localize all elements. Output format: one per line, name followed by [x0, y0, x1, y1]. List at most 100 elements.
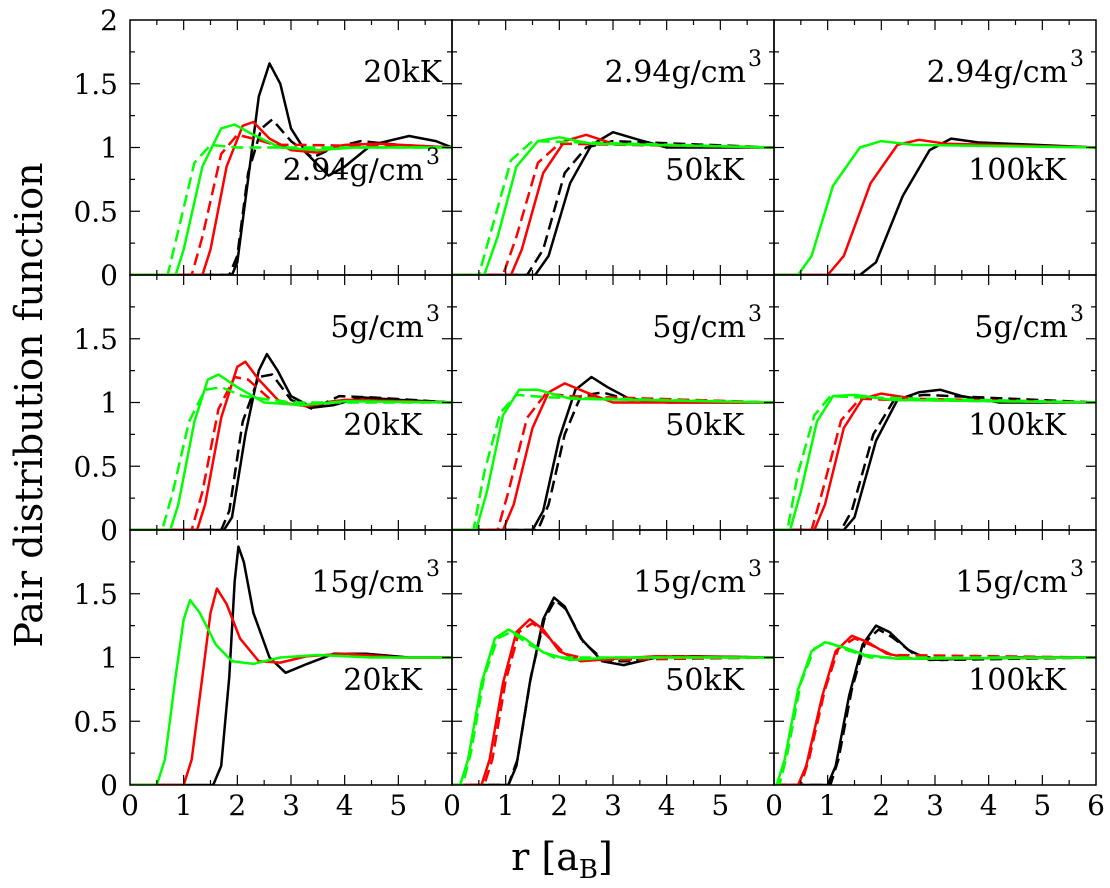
- series-black-dashed: [130, 118, 452, 275]
- x-tick-label: 2: [228, 789, 246, 822]
- temperature-label: 50kK: [665, 663, 744, 698]
- y-tick-label: 0.5: [73, 705, 118, 738]
- density-label: 2.94g/cm: [283, 153, 424, 188]
- y-tick-label: 2: [100, 4, 118, 37]
- series-red-solid: [130, 587, 452, 785]
- series-green-solid: [130, 598, 452, 785]
- series-green-dashed: [452, 139, 774, 275]
- series-black-dashed: [452, 598, 774, 785]
- y-tick-label: 1: [100, 387, 118, 420]
- density-label-sup: 3: [748, 47, 762, 72]
- x-tick-label: 1: [497, 789, 515, 822]
- density-label-main: 15g/cm: [633, 565, 746, 600]
- density-label-sup: 3: [1070, 557, 1084, 582]
- y-tick-label: 1.5: [73, 578, 118, 611]
- series-green-solid: [452, 136, 774, 275]
- panel-2-1-curves: [452, 596, 774, 785]
- x-tick-label: 6: [1087, 789, 1105, 822]
- x-tick-label: 0: [443, 789, 461, 822]
- series-green-solid: [452, 628, 774, 785]
- frames-layer: [129, 19, 1097, 786]
- density-label-main: 5g/cm: [974, 310, 1068, 345]
- x-tick-label: 0: [121, 789, 139, 822]
- x-tick-label: 3: [926, 789, 944, 822]
- series-red-dashed: [774, 637, 1096, 785]
- series-green-solid: [774, 393, 1096, 530]
- panel-0-0-curves: [130, 62, 452, 275]
- series-green-solid: [130, 123, 452, 275]
- temperature-label: 50kK: [665, 153, 744, 188]
- density-label: 5g/cm: [652, 310, 746, 345]
- panel-2-2-curves: [774, 624, 1096, 785]
- x-tick-label: 5: [711, 789, 729, 822]
- panel-0-1-curves: [452, 130, 774, 275]
- series-green-dashed: [774, 394, 1096, 530]
- series-black-solid: [130, 62, 452, 275]
- series-black-dashed: [774, 393, 1096, 530]
- y-tick-label: 1.5: [73, 68, 118, 101]
- series-green-dashed: [452, 630, 774, 785]
- temperature-label: 100kK: [968, 408, 1066, 443]
- y-tick-label: 0.5: [73, 450, 118, 483]
- x-tick-label: 5: [389, 789, 407, 822]
- y-tick-label: 1: [100, 642, 118, 675]
- series-green-solid: [130, 373, 452, 530]
- density-label-main: 15g/cm: [955, 565, 1068, 600]
- x-axis-label-sub: B: [579, 855, 598, 885]
- series-red-solid: [452, 618, 774, 785]
- x-tick-label: 4: [336, 789, 354, 822]
- density-label: 5g/cm: [330, 310, 424, 345]
- series-green-dashed: [130, 143, 452, 275]
- x-tick-label: 2: [550, 789, 568, 822]
- temperature-label: 20kK: [363, 55, 442, 90]
- x-tick-label: 4: [658, 789, 676, 822]
- series-red-dashed: [774, 397, 1096, 530]
- temperature-label: 100kK: [968, 153, 1066, 188]
- series-black-dashed: [452, 139, 774, 275]
- density-label-main: 2.94g/cm: [927, 55, 1068, 90]
- series-red-dashed: [130, 133, 452, 275]
- series-red-solid: [452, 382, 774, 530]
- series-black-dashed: [130, 373, 452, 530]
- series-green-dashed: [130, 385, 452, 530]
- density-label-main: 5g/cm: [652, 310, 746, 345]
- density-label: 2.94g/cm: [605, 55, 746, 90]
- x-axis-label-close: ]: [598, 835, 613, 879]
- y-tick-label: 0: [100, 769, 118, 802]
- x-tick-label: 0: [765, 789, 783, 822]
- x-tick-label: 5: [1033, 789, 1051, 822]
- x-axis-label: r [aB]: [511, 835, 613, 885]
- temperature-label: 50kK: [665, 408, 744, 443]
- series-red-solid: [452, 133, 774, 275]
- density-label-main: 5g/cm: [330, 310, 424, 345]
- y-tick-label: 0: [100, 514, 118, 547]
- x-tick-label: 3: [604, 789, 622, 822]
- density-label-sup: 3: [748, 557, 762, 582]
- density-label-sup: 3: [748, 302, 762, 327]
- density-label-main: 2.94g/cm: [283, 153, 424, 188]
- x-tick-label: 1: [819, 789, 837, 822]
- series-red-solid: [774, 138, 1096, 275]
- x-tick-label: 2: [872, 789, 890, 822]
- density-label-sup: 3: [1070, 47, 1084, 72]
- density-label: 15g/cm: [633, 565, 746, 600]
- x-tick-label: 1: [175, 789, 193, 822]
- density-label: 15g/cm: [955, 565, 1068, 600]
- temperature-label: 20kK: [343, 408, 422, 443]
- density-label: 15g/cm: [311, 565, 424, 600]
- density-label-main: 15g/cm: [311, 565, 424, 600]
- series-black-dashed: [774, 628, 1096, 785]
- temperature-label: 100kK: [968, 663, 1066, 698]
- series-black-solid: [774, 137, 1096, 275]
- density-label-sup: 3: [426, 557, 440, 582]
- panel-1-0-curves: [130, 352, 452, 530]
- panel-2-0-curves: [130, 545, 452, 785]
- series-red-dashed: [452, 621, 774, 785]
- curves-layer: [130, 62, 1096, 785]
- series-green-solid: [452, 388, 774, 530]
- density-label-main: 2.94g/cm: [605, 55, 746, 90]
- panel-1-2-curves: [774, 388, 1096, 530]
- x-tick-label: 4: [980, 789, 998, 822]
